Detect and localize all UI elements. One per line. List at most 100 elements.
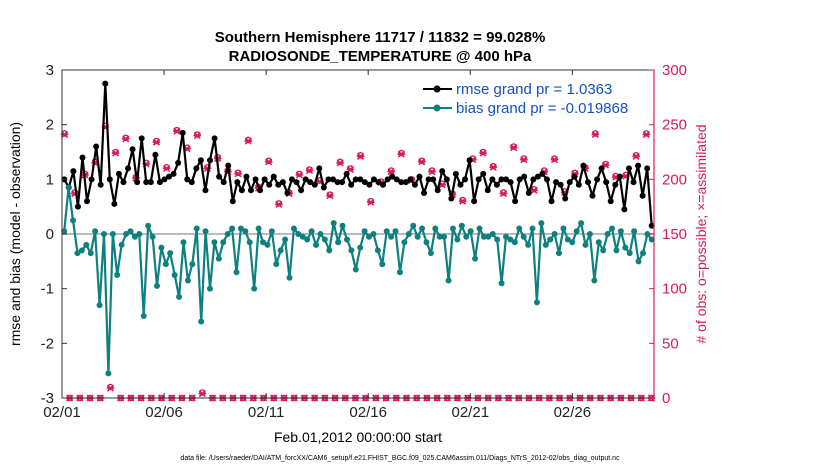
series-bias-point [476, 225, 483, 232]
obs-assimilated-marker [198, 390, 207, 398]
series-bias-point [511, 239, 518, 246]
series-bias-point [617, 228, 624, 235]
obs-possible-marker [234, 169, 242, 177]
obs-assimilated-marker [591, 130, 600, 139]
series-rmse-point [197, 157, 204, 164]
series-rmse-point [266, 181, 273, 188]
series-rmse-point [138, 135, 145, 142]
obs-possible-marker [428, 167, 436, 174]
series-rmse-point [530, 176, 537, 183]
obs-assimilated-marker [336, 159, 344, 167]
series-bias-point [215, 255, 222, 262]
legend-rmse-label: rmse grand pr = 1.0363 [456, 81, 612, 98]
series-rmse-point [288, 176, 295, 183]
series-rmse-point [507, 179, 514, 186]
obs-possible-marker [592, 130, 599, 137]
series-rmse-point [411, 181, 418, 188]
series-bias-point [158, 244, 165, 251]
series-bias-point [445, 277, 452, 284]
obs-possible-marker [367, 197, 375, 205]
series-rmse-point [493, 181, 500, 188]
series-bias-point [308, 228, 315, 235]
series-bias-point [586, 231, 593, 237]
series-rmse-point [275, 181, 282, 188]
series-rmse-point [384, 176, 391, 183]
series-bias-point [595, 239, 602, 246]
series-rmse-point [302, 176, 309, 183]
series-bias-point [109, 231, 116, 237]
series-bias-point [472, 255, 479, 262]
series-bias-point [70, 217, 77, 224]
series-bias-point [127, 228, 134, 235]
series-bias-point [92, 228, 99, 235]
series-rmse-point [207, 157, 213, 164]
series-bias-point [193, 225, 200, 232]
series-rmse-point [557, 181, 564, 188]
series-rmse-point [571, 173, 578, 180]
series-bias-point [87, 250, 94, 257]
series-bias-point [410, 222, 417, 229]
series-bias-point [171, 272, 178, 278]
series-rmse-point [457, 181, 464, 188]
series-rmse-point [594, 176, 601, 183]
y-right-tick-label: 0 [662, 390, 670, 407]
series-rmse-point [621, 206, 628, 213]
series-bias-point [639, 250, 646, 257]
y-left-tick-label: -2 [41, 335, 54, 352]
series-rmse-point [106, 176, 113, 183]
plot-area: 02/01 02/06 02/11 02/16 02/21 02/26 -3 -2 -1 0 1 2 3… [41, 62, 687, 421]
series-bias-point [432, 225, 439, 232]
obs-possible-marker [306, 166, 313, 173]
obs-possible-marker [296, 170, 303, 178]
series-bias-point [224, 231, 231, 237]
series-bias-point [211, 239, 218, 246]
series-bias-point [600, 247, 607, 254]
chart-subtitle: RADIOSONDE_TEMPERATURE @ 400 hPa [229, 48, 532, 65]
obs-assimilated-marker [479, 149, 487, 157]
series-bias-point [538, 220, 545, 227]
series-rmse-point [366, 181, 373, 188]
obs-possible-marker [602, 160, 609, 168]
series-rmse-point [225, 162, 232, 169]
series-rmse-point [644, 165, 651, 172]
series-bias-point [286, 274, 293, 281]
y-left-tick-label: -1 [41, 281, 54, 298]
series-bias-point [388, 233, 395, 240]
obs-assimilated-marker [499, 189, 508, 198]
series-bias-point [237, 225, 244, 232]
series-rmse-point [234, 179, 241, 186]
series-bias-point [326, 247, 333, 254]
series-rmse-point [521, 173, 528, 180]
obs-assimilated-marker [417, 158, 426, 166]
obs-assimilated-marker [234, 170, 242, 178]
series-bias-point [61, 228, 68, 235]
series-bias-point [564, 236, 571, 243]
obs-possible-marker [357, 151, 364, 159]
series-rmse-point [380, 181, 387, 188]
series-rmse-point [462, 176, 469, 183]
series-bias-point [529, 225, 536, 232]
series-bias-point [396, 269, 403, 276]
series-rmse-point [120, 179, 127, 186]
obs-assimilated-marker [428, 168, 436, 176]
series-bias-point [436, 233, 443, 240]
series-rmse-point [607, 198, 614, 205]
y-left-tick-label: -3 [41, 390, 54, 407]
series-bias-point [520, 233, 527, 240]
series-rmse-point [498, 176, 505, 183]
obs-possible-marker [163, 164, 170, 171]
series-bias-point [423, 239, 430, 246]
series-bias-point [184, 277, 191, 284]
obs-possible-marker [387, 167, 395, 174]
series-bias-point [145, 222, 152, 229]
series-rmse-point [612, 181, 619, 188]
series-bias-point [374, 247, 381, 254]
series-rmse-point [311, 181, 318, 188]
series-rmse-point [125, 165, 132, 172]
series-rmse-point [430, 176, 437, 183]
series-bias-point [330, 220, 337, 227]
series-rmse-point [147, 179, 154, 186]
series-rmse-point [329, 176, 336, 183]
series-rmse-point [84, 198, 91, 205]
series-bias-point [339, 222, 346, 229]
